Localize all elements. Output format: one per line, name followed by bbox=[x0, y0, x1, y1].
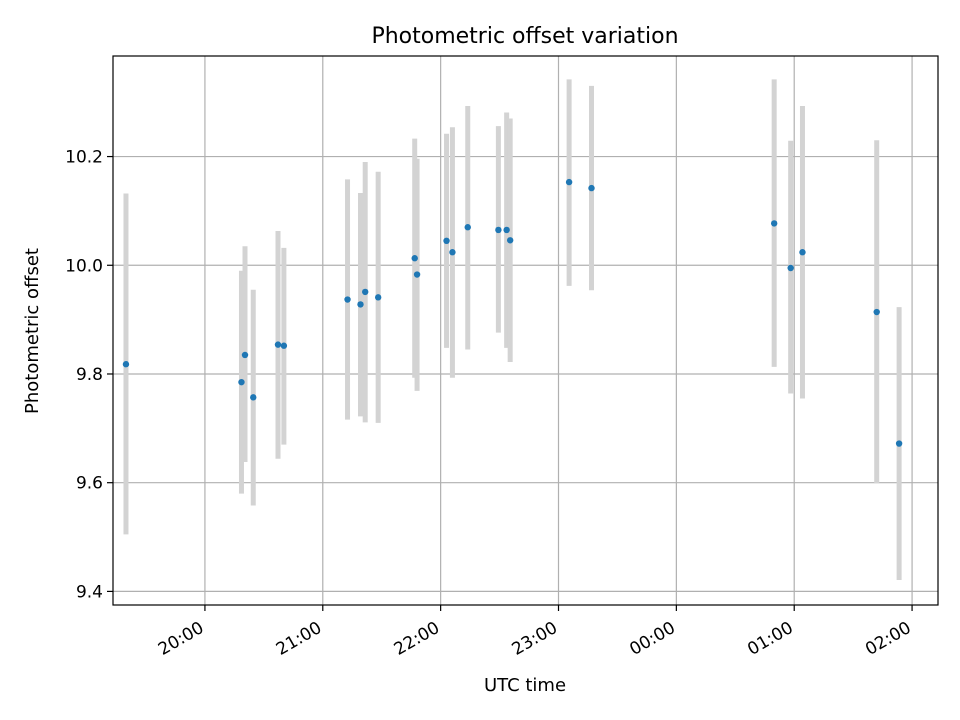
data-point bbox=[357, 301, 364, 308]
data-point bbox=[495, 226, 502, 234]
data-point bbox=[503, 226, 510, 234]
data-point bbox=[895, 440, 903, 447]
point-layer bbox=[122, 178, 903, 447]
y-tick-label: 9.6 bbox=[76, 474, 103, 494]
data-point bbox=[122, 361, 130, 368]
y-axis-label: Photometric offset bbox=[22, 248, 43, 414]
data-point bbox=[274, 341, 282, 348]
plot-frame bbox=[112, 55, 939, 606]
y-tick-label: 10.0 bbox=[65, 256, 103, 276]
data-point bbox=[241, 351, 249, 359]
data-point bbox=[250, 394, 257, 401]
data-point bbox=[770, 220, 778, 227]
x-axis-label: UTC time bbox=[484, 675, 566, 696]
data-point bbox=[787, 264, 794, 272]
data-point bbox=[506, 237, 514, 244]
data-point bbox=[443, 237, 450, 245]
data-point bbox=[588, 184, 595, 192]
data-point bbox=[464, 224, 471, 231]
y-tick-label: 9.8 bbox=[76, 365, 103, 385]
chart-title: Photometric offset variation bbox=[371, 24, 678, 49]
y-tick-label: 10.2 bbox=[65, 148, 103, 168]
data-point bbox=[374, 294, 382, 301]
data-point bbox=[280, 342, 288, 349]
data-point bbox=[799, 249, 806, 256]
data-point bbox=[362, 288, 369, 296]
data-point bbox=[344, 296, 351, 303]
y-tick-label: 9.4 bbox=[76, 582, 103, 602]
data-point bbox=[238, 378, 245, 386]
data-point bbox=[873, 308, 880, 316]
data-point bbox=[449, 249, 456, 256]
data-point bbox=[411, 255, 418, 262]
data-point bbox=[413, 271, 421, 278]
data-point bbox=[565, 178, 573, 186]
